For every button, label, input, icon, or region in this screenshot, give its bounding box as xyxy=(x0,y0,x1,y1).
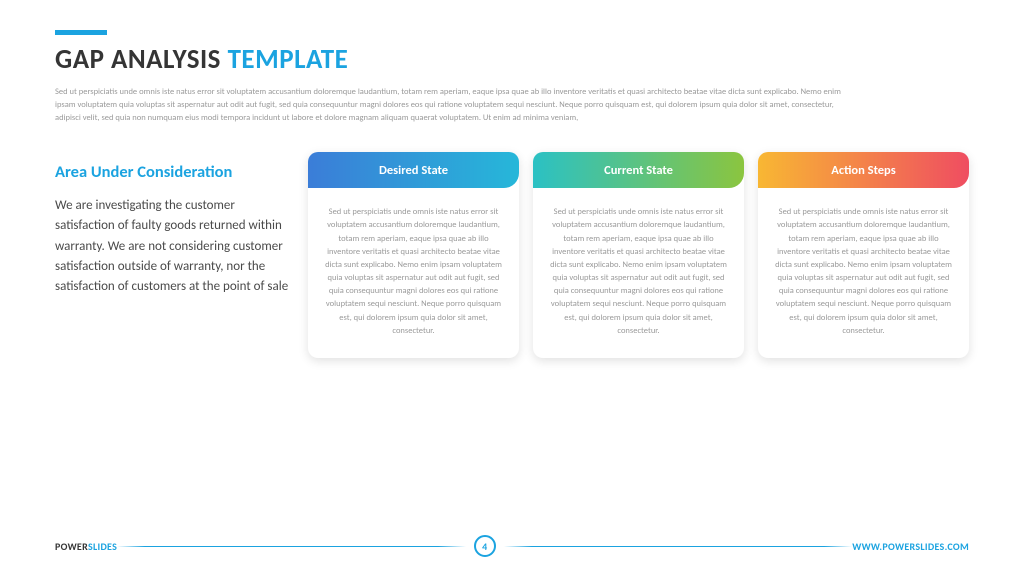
card-header: Desired State xyxy=(308,152,519,188)
card-desired-state: Desired State Sed ut perspiciatis unde o… xyxy=(308,152,519,358)
cards-row: Desired State Sed ut perspiciatis unde o… xyxy=(308,152,969,358)
area-title: Area Under Consideration xyxy=(55,162,290,182)
card-body: Sed ut perspiciatis unde omnis iste natu… xyxy=(758,188,969,358)
footer: POWERSLIDES 4 WWW.POWERSLIDES.COM xyxy=(0,535,1024,557)
slide: GAP ANALYSIS TEMPLATE Sed ut perspiciati… xyxy=(0,0,1024,358)
title-part1: GAP ANALYSIS xyxy=(55,43,228,76)
intro-text: Sed ut perspiciatis unde omnis iste natu… xyxy=(55,86,845,124)
footer-line-right xyxy=(504,546,853,547)
area-text: We are investigating the customer satisf… xyxy=(55,196,290,297)
page-number: 4 xyxy=(474,535,496,557)
card-body: Sed ut perspiciatis unde omnis iste natu… xyxy=(533,188,744,358)
content-row: Area Under Consideration We are investig… xyxy=(55,152,969,358)
card-header: Action Steps xyxy=(758,152,969,188)
card-action-steps: Action Steps Sed ut perspiciatis unde om… xyxy=(758,152,969,358)
area-under-consideration: Area Under Consideration We are investig… xyxy=(55,152,290,297)
card-current-state: Current State Sed ut perspiciatis unde o… xyxy=(533,152,744,358)
footer-center: 4 xyxy=(117,535,852,557)
card-body: Sed ut perspiciatis unde omnis iste natu… xyxy=(308,188,519,358)
title-part2: TEMPLATE xyxy=(228,43,349,76)
brand-part2: SLIDES xyxy=(88,540,117,553)
accent-bar xyxy=(55,30,107,35)
footer-line-left xyxy=(117,546,466,547)
footer-brand: POWERSLIDES xyxy=(55,540,117,553)
brand-part1: POWER xyxy=(55,540,88,553)
footer-url: WWW.POWERSLIDES.COM xyxy=(852,540,969,553)
slide-title: GAP ANALYSIS TEMPLATE xyxy=(55,43,969,76)
card-header: Current State xyxy=(533,152,744,188)
